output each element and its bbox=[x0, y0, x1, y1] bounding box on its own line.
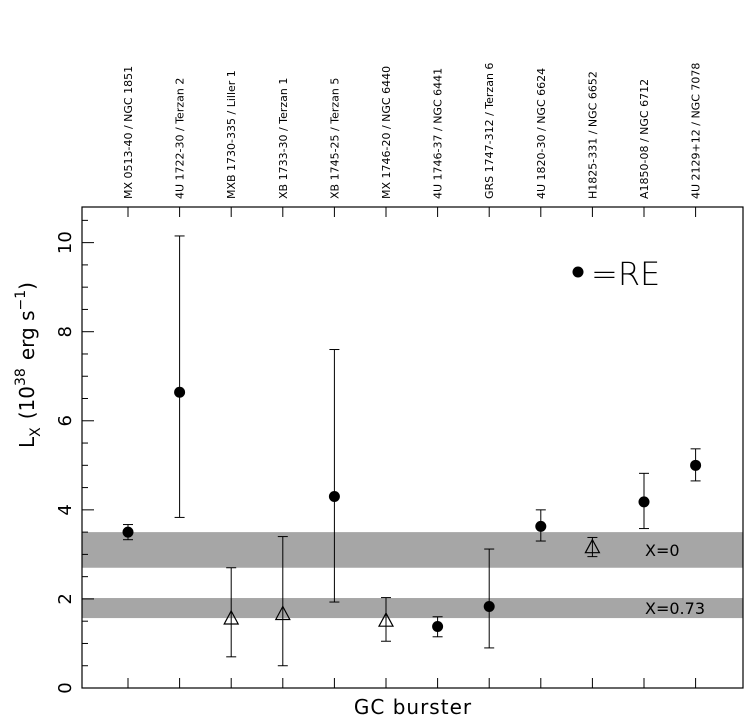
data-point-11 bbox=[638, 472, 650, 530]
category-label-5: XB 1745-25 / Terzan 5 bbox=[328, 78, 341, 199]
data-point-2 bbox=[174, 235, 186, 518]
legend-marker bbox=[572, 266, 584, 278]
bands-layer: X=0 X=0.73 bbox=[82, 532, 743, 619]
marker-circle bbox=[483, 600, 495, 612]
category-label-11: A1850-08 / NGC 6712 bbox=[638, 79, 651, 199]
marker-circle bbox=[174, 386, 186, 398]
marker-circle bbox=[122, 526, 134, 538]
y-label-close: ) bbox=[15, 282, 39, 290]
data-point-10 bbox=[584, 536, 601, 558]
marker-circle bbox=[328, 490, 340, 502]
marker-circle bbox=[432, 621, 444, 633]
marker-circle bbox=[690, 459, 702, 471]
plot-frame bbox=[81, 206, 744, 689]
y-label-exp2: −1 bbox=[13, 290, 29, 311]
category-label-8: GRS 1747-312 / Terzan 6 bbox=[483, 63, 496, 199]
category-label-4: XB 1733-30 / Terzan 1 bbox=[277, 78, 290, 199]
data-point-6 bbox=[377, 597, 395, 642]
band-1 bbox=[82, 532, 743, 568]
data-point-12 bbox=[690, 448, 702, 482]
data-point-7 bbox=[432, 616, 444, 638]
category-label-3: MXB 1730-335 / Liller 1 bbox=[225, 70, 238, 199]
band-2 bbox=[82, 598, 743, 619]
data-point-9 bbox=[535, 509, 547, 542]
y-tick-label-4: 4 bbox=[55, 504, 76, 515]
category-label-12: 4U 2129+12 / NGC 7078 bbox=[690, 63, 703, 199]
y-axis-label: LX (1038 erg s−1) bbox=[13, 282, 44, 448]
y-label-units: (10 bbox=[15, 386, 39, 419]
category-label-2: 4U 1722-30 / Terzan 2 bbox=[174, 78, 187, 199]
marker-triangle bbox=[223, 609, 240, 625]
category-label-9: 4U 1820-30 / NGC 6624 bbox=[535, 68, 548, 199]
category-label-1: MX 0513-40 / NGC 1851 bbox=[122, 66, 135, 199]
data-point-5 bbox=[328, 349, 340, 603]
y-tick-label-0: 0 bbox=[55, 682, 76, 693]
band-label-2: X=0.73 bbox=[645, 599, 705, 618]
y-tick-label-10: 10 bbox=[55, 231, 76, 254]
data-point-4 bbox=[274, 536, 291, 667]
legend-label: =RE bbox=[591, 255, 660, 293]
marker-circle bbox=[535, 520, 547, 532]
marks-layer bbox=[122, 235, 702, 667]
category-label-10: H1825-331 / NGC 6652 bbox=[586, 71, 599, 199]
y-label-units2: erg s bbox=[15, 311, 39, 361]
data-point-1 bbox=[122, 524, 134, 541]
marker-triangle bbox=[377, 611, 395, 627]
legend: =RE bbox=[572, 255, 660, 293]
axes-layer: 0 2 4 6 8 10 MX 0513-40 / NGC 1851 4U 1722-30 /… bbox=[55, 63, 744, 694]
category-label-7: 4U 1746-37 / NGC 6441 bbox=[432, 68, 445, 199]
y-label-exp: 38 bbox=[13, 368, 29, 386]
marker-triangle bbox=[274, 605, 291, 621]
data-point-3 bbox=[223, 567, 240, 658]
y-label-sub: X bbox=[28, 427, 44, 437]
y-tick-label-6: 6 bbox=[55, 415, 76, 426]
band-label-1: X=0 bbox=[645, 541, 680, 560]
y-tick-label-8: 8 bbox=[55, 326, 76, 337]
marker-triangle bbox=[584, 538, 601, 554]
x-axis-label: GC burster bbox=[354, 695, 472, 719]
category-label-6: MX 1746-20 / NGC 6440 bbox=[380, 66, 393, 199]
marker-circle bbox=[638, 496, 650, 508]
data-point-8 bbox=[483, 548, 495, 649]
y-tick-label-2: 2 bbox=[55, 593, 76, 604]
y-label-main: L bbox=[15, 436, 39, 448]
